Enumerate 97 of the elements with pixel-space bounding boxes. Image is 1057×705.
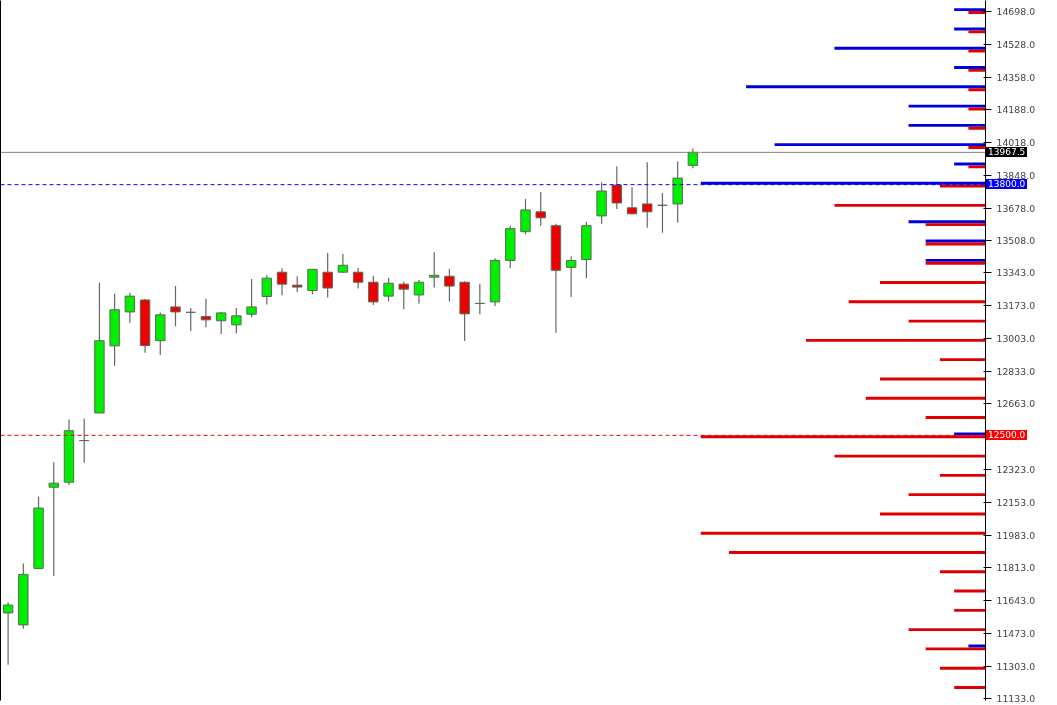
y-tick-label: 13508.0 (996, 235, 1036, 247)
bar (925, 223, 986, 227)
ref-line-label: 13967.5 (986, 147, 1028, 157)
y-tick-label: 13343.0 (996, 267, 1036, 279)
bar (774, 143, 986, 147)
candlestick (565, 255, 577, 298)
candlestick (520, 198, 531, 236)
ref-line-label: 12500.0 (986, 430, 1028, 440)
bar (834, 203, 986, 207)
candlestick (657, 192, 668, 234)
bar (968, 165, 986, 169)
bar (939, 570, 986, 574)
y-tick-label: 13678.0 (996, 202, 1036, 214)
candlestick (246, 278, 257, 318)
y-tick-label: 14528.0 (996, 38, 1036, 50)
bar (968, 146, 986, 149)
bar (834, 454, 986, 458)
y-tick-label: 14018.0 (996, 137, 1036, 149)
candlestick (337, 253, 349, 274)
candlestick (611, 165, 623, 210)
candlestick (626, 186, 638, 216)
bar (880, 377, 986, 381)
bar (968, 88, 986, 92)
candlestick (276, 267, 288, 296)
bar (954, 589, 986, 593)
y-tick-label: 14188.0 (996, 104, 1036, 116)
y-tick-label: 13848.0 (996, 169, 1036, 181)
candlestick (535, 191, 546, 227)
bar (954, 27, 986, 31)
bar (729, 551, 986, 554)
candlestick (383, 277, 394, 302)
bar (939, 184, 986, 188)
bar (939, 358, 986, 362)
y-tick-label: 11983.0 (996, 529, 1036, 541)
y-tick-label: 11303.0 (996, 660, 1036, 672)
y-tick-label: 14698.0 (996, 5, 1036, 17)
bar (939, 666, 986, 670)
bar (925, 647, 986, 651)
bar (968, 49, 986, 53)
y-tick-label: 13003.0 (996, 332, 1036, 344)
y-tick-label: 12323.0 (996, 463, 1036, 475)
candlestick (474, 283, 486, 315)
bar (954, 66, 986, 69)
candlestick (231, 307, 242, 334)
candlestick (200, 298, 212, 328)
y-tick-label: 14358.0 (996, 71, 1036, 83)
bar (954, 432, 986, 436)
bar (908, 319, 986, 323)
candlestick (322, 252, 333, 299)
y-tick-label: 11473.0 (996, 627, 1036, 639)
bar (908, 628, 986, 632)
bar (865, 396, 986, 400)
bar (954, 8, 986, 12)
candlestick (687, 147, 699, 169)
bar (925, 416, 986, 419)
y-tick-label: 11133.0 (996, 693, 1036, 705)
candlestick (124, 292, 136, 324)
candlestick (78, 417, 90, 464)
bar (968, 68, 986, 72)
y-tick-label: 12153.0 (996, 496, 1036, 508)
candlestick (413, 279, 425, 305)
candlestick (261, 274, 273, 306)
bar (880, 281, 986, 284)
candlestick (428, 251, 440, 289)
bar (908, 123, 986, 127)
bar (954, 162, 986, 166)
candlestick (368, 275, 379, 306)
bar (908, 493, 986, 497)
candlestick (185, 307, 196, 332)
bar (939, 473, 986, 477)
bar (746, 85, 986, 89)
bar (954, 686, 986, 689)
ref-line-label: 13800.0 (986, 179, 1028, 189)
candlestick (2, 601, 14, 666)
candlestick (398, 281, 409, 310)
bar (968, 11, 986, 14)
bar (908, 104, 986, 108)
candlestick (352, 267, 364, 290)
bar (968, 126, 986, 130)
y-tick-label: 13173.0 (996, 300, 1036, 312)
bar (880, 512, 986, 516)
bar (968, 30, 986, 34)
bar (848, 300, 986, 304)
candlestick (444, 268, 455, 302)
bar (954, 608, 986, 612)
candlestick (642, 161, 653, 229)
bar (700, 531, 986, 535)
candlestick (48, 461, 59, 577)
bar (834, 46, 986, 50)
y-tick-label: 12663.0 (996, 398, 1036, 410)
y-tick-label: 12833.0 (996, 365, 1036, 377)
candlestick (307, 268, 318, 295)
candlestick (170, 285, 181, 327)
bar (908, 220, 986, 224)
y-tick-label: 11813.0 (996, 562, 1036, 574)
y-tick-label: 11643.0 (996, 595, 1036, 607)
bar (805, 338, 986, 342)
